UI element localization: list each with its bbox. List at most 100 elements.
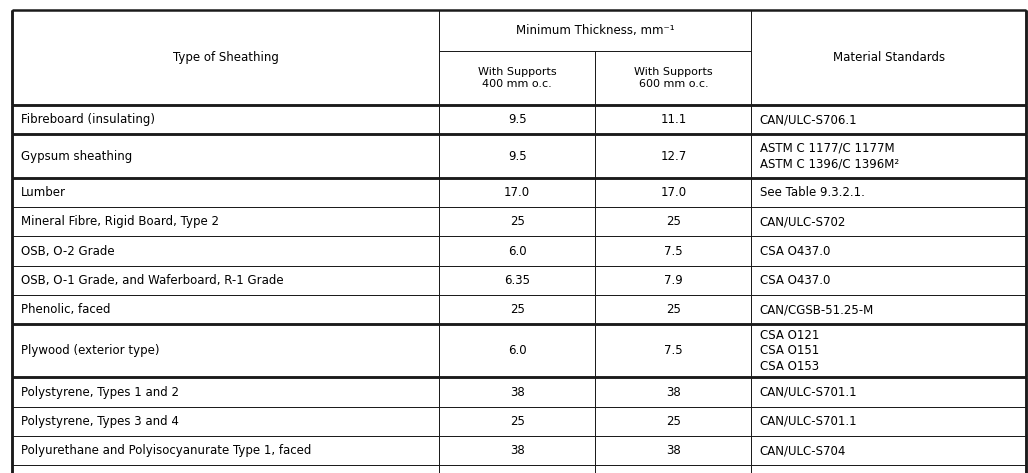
Bar bbox=[439, 407, 595, 436]
Text: 7.5: 7.5 bbox=[664, 245, 683, 258]
Text: 6.35: 6.35 bbox=[504, 274, 530, 287]
Bar bbox=[751, 407, 1026, 436]
Bar bbox=[12, 10, 439, 105]
Bar bbox=[751, 436, 1026, 465]
Bar bbox=[595, 295, 751, 324]
Text: CSA O121
CSA O151
CSA O153: CSA O121 CSA O151 CSA O153 bbox=[760, 329, 819, 373]
Bar bbox=[12, 134, 439, 178]
Text: OSB, O-2 Grade: OSB, O-2 Grade bbox=[21, 245, 114, 258]
Text: Type of Sheathing: Type of Sheathing bbox=[173, 51, 279, 64]
Bar bbox=[595, 266, 751, 295]
Bar bbox=[439, 295, 595, 324]
Text: 12.7: 12.7 bbox=[660, 149, 687, 163]
Text: 17.0: 17.0 bbox=[504, 186, 530, 199]
Text: 38: 38 bbox=[510, 385, 524, 399]
Text: Fibreboard (insulating): Fibreboard (insulating) bbox=[21, 113, 154, 126]
Bar bbox=[12, 295, 439, 324]
Bar bbox=[12, 465, 439, 473]
Bar bbox=[12, 105, 439, 134]
Bar bbox=[439, 178, 595, 207]
Text: Polystyrene, Types 3 and 4: Polystyrene, Types 3 and 4 bbox=[21, 415, 179, 428]
Text: 25: 25 bbox=[510, 415, 524, 428]
Text: 25: 25 bbox=[510, 303, 524, 316]
Bar bbox=[439, 10, 751, 51]
Text: Minimum Thickness, mm⁻¹: Minimum Thickness, mm⁻¹ bbox=[516, 24, 674, 37]
Bar bbox=[595, 465, 751, 473]
Text: With Supports
600 mm o.c.: With Supports 600 mm o.c. bbox=[634, 67, 712, 89]
Text: CAN/ULC-S706.1: CAN/ULC-S706.1 bbox=[760, 113, 857, 126]
Bar bbox=[751, 295, 1026, 324]
Bar bbox=[751, 324, 1026, 377]
Bar bbox=[751, 377, 1026, 407]
Bar bbox=[439, 51, 595, 105]
Text: CAN/ULC-S704: CAN/ULC-S704 bbox=[760, 444, 846, 457]
Bar bbox=[595, 377, 751, 407]
Bar bbox=[751, 105, 1026, 134]
Bar bbox=[12, 436, 439, 465]
Bar bbox=[595, 324, 751, 377]
Bar bbox=[12, 324, 439, 377]
Bar bbox=[751, 266, 1026, 295]
Text: Gypsum sheathing: Gypsum sheathing bbox=[21, 149, 132, 163]
Bar bbox=[439, 377, 595, 407]
Bar bbox=[595, 105, 751, 134]
Bar bbox=[751, 207, 1026, 236]
Text: CAN/ULC-S701.1: CAN/ULC-S701.1 bbox=[760, 385, 857, 399]
Bar bbox=[12, 266, 439, 295]
Bar bbox=[751, 236, 1026, 266]
Text: 9.5: 9.5 bbox=[508, 149, 526, 163]
Text: See Table 9.3.2.1.: See Table 9.3.2.1. bbox=[760, 186, 865, 199]
Bar bbox=[595, 51, 751, 105]
Text: 38: 38 bbox=[510, 444, 524, 457]
Text: Polystyrene, Types 1 and 2: Polystyrene, Types 1 and 2 bbox=[21, 385, 179, 399]
Bar bbox=[12, 178, 439, 207]
Text: Lumber: Lumber bbox=[21, 186, 66, 199]
Bar bbox=[439, 105, 595, 134]
Text: CSA O437.0: CSA O437.0 bbox=[760, 245, 830, 258]
Text: 7.9: 7.9 bbox=[664, 274, 683, 287]
Text: Material Standards: Material Standards bbox=[833, 51, 945, 64]
Text: 11.1: 11.1 bbox=[660, 113, 687, 126]
Bar bbox=[751, 134, 1026, 178]
Text: Mineral Fibre, Rigid Board, Type 2: Mineral Fibre, Rigid Board, Type 2 bbox=[21, 215, 219, 228]
Bar bbox=[12, 377, 439, 407]
Text: Phenolic, faced: Phenolic, faced bbox=[21, 303, 110, 316]
Text: CAN/ULC-S701.1: CAN/ULC-S701.1 bbox=[760, 415, 857, 428]
Text: 9.5: 9.5 bbox=[508, 113, 526, 126]
Bar bbox=[751, 10, 1026, 105]
Text: 6.0: 6.0 bbox=[508, 245, 526, 258]
Bar bbox=[439, 436, 595, 465]
Bar bbox=[595, 236, 751, 266]
Bar bbox=[12, 207, 439, 236]
Bar bbox=[12, 407, 439, 436]
Text: 38: 38 bbox=[666, 385, 681, 399]
Text: Plywood (exterior type): Plywood (exterior type) bbox=[21, 344, 159, 358]
Bar bbox=[595, 134, 751, 178]
Text: With Supports
400 mm o.c.: With Supports 400 mm o.c. bbox=[478, 67, 556, 89]
Bar bbox=[595, 407, 751, 436]
Bar bbox=[439, 266, 595, 295]
Bar bbox=[12, 236, 439, 266]
Bar bbox=[751, 178, 1026, 207]
Text: 38: 38 bbox=[666, 444, 681, 457]
Text: 17.0: 17.0 bbox=[660, 186, 687, 199]
Bar bbox=[439, 207, 595, 236]
Text: CSA O437.0: CSA O437.0 bbox=[760, 274, 830, 287]
Bar bbox=[595, 178, 751, 207]
Text: ASTM C 1177/C 1177M
ASTM C 1396/C 1396M²: ASTM C 1177/C 1177M ASTM C 1396/C 1396M² bbox=[760, 142, 898, 170]
Text: 7.5: 7.5 bbox=[664, 344, 683, 358]
Bar bbox=[595, 436, 751, 465]
Text: OSB, O-1 Grade, and Waferboard, R-1 Grade: OSB, O-1 Grade, and Waferboard, R-1 Grad… bbox=[21, 274, 283, 287]
Bar bbox=[751, 465, 1026, 473]
Text: 25: 25 bbox=[666, 415, 681, 428]
Text: 6.0: 6.0 bbox=[508, 344, 526, 358]
Bar bbox=[439, 465, 595, 473]
Bar bbox=[439, 236, 595, 266]
Bar bbox=[439, 324, 595, 377]
Bar bbox=[595, 207, 751, 236]
Text: CAN/ULC-S702: CAN/ULC-S702 bbox=[760, 215, 846, 228]
Text: Polyurethane and Polyisocyanurate Type 1, faced: Polyurethane and Polyisocyanurate Type 1… bbox=[21, 444, 310, 457]
Text: 25: 25 bbox=[666, 303, 681, 316]
Bar bbox=[439, 134, 595, 178]
Text: 25: 25 bbox=[666, 215, 681, 228]
